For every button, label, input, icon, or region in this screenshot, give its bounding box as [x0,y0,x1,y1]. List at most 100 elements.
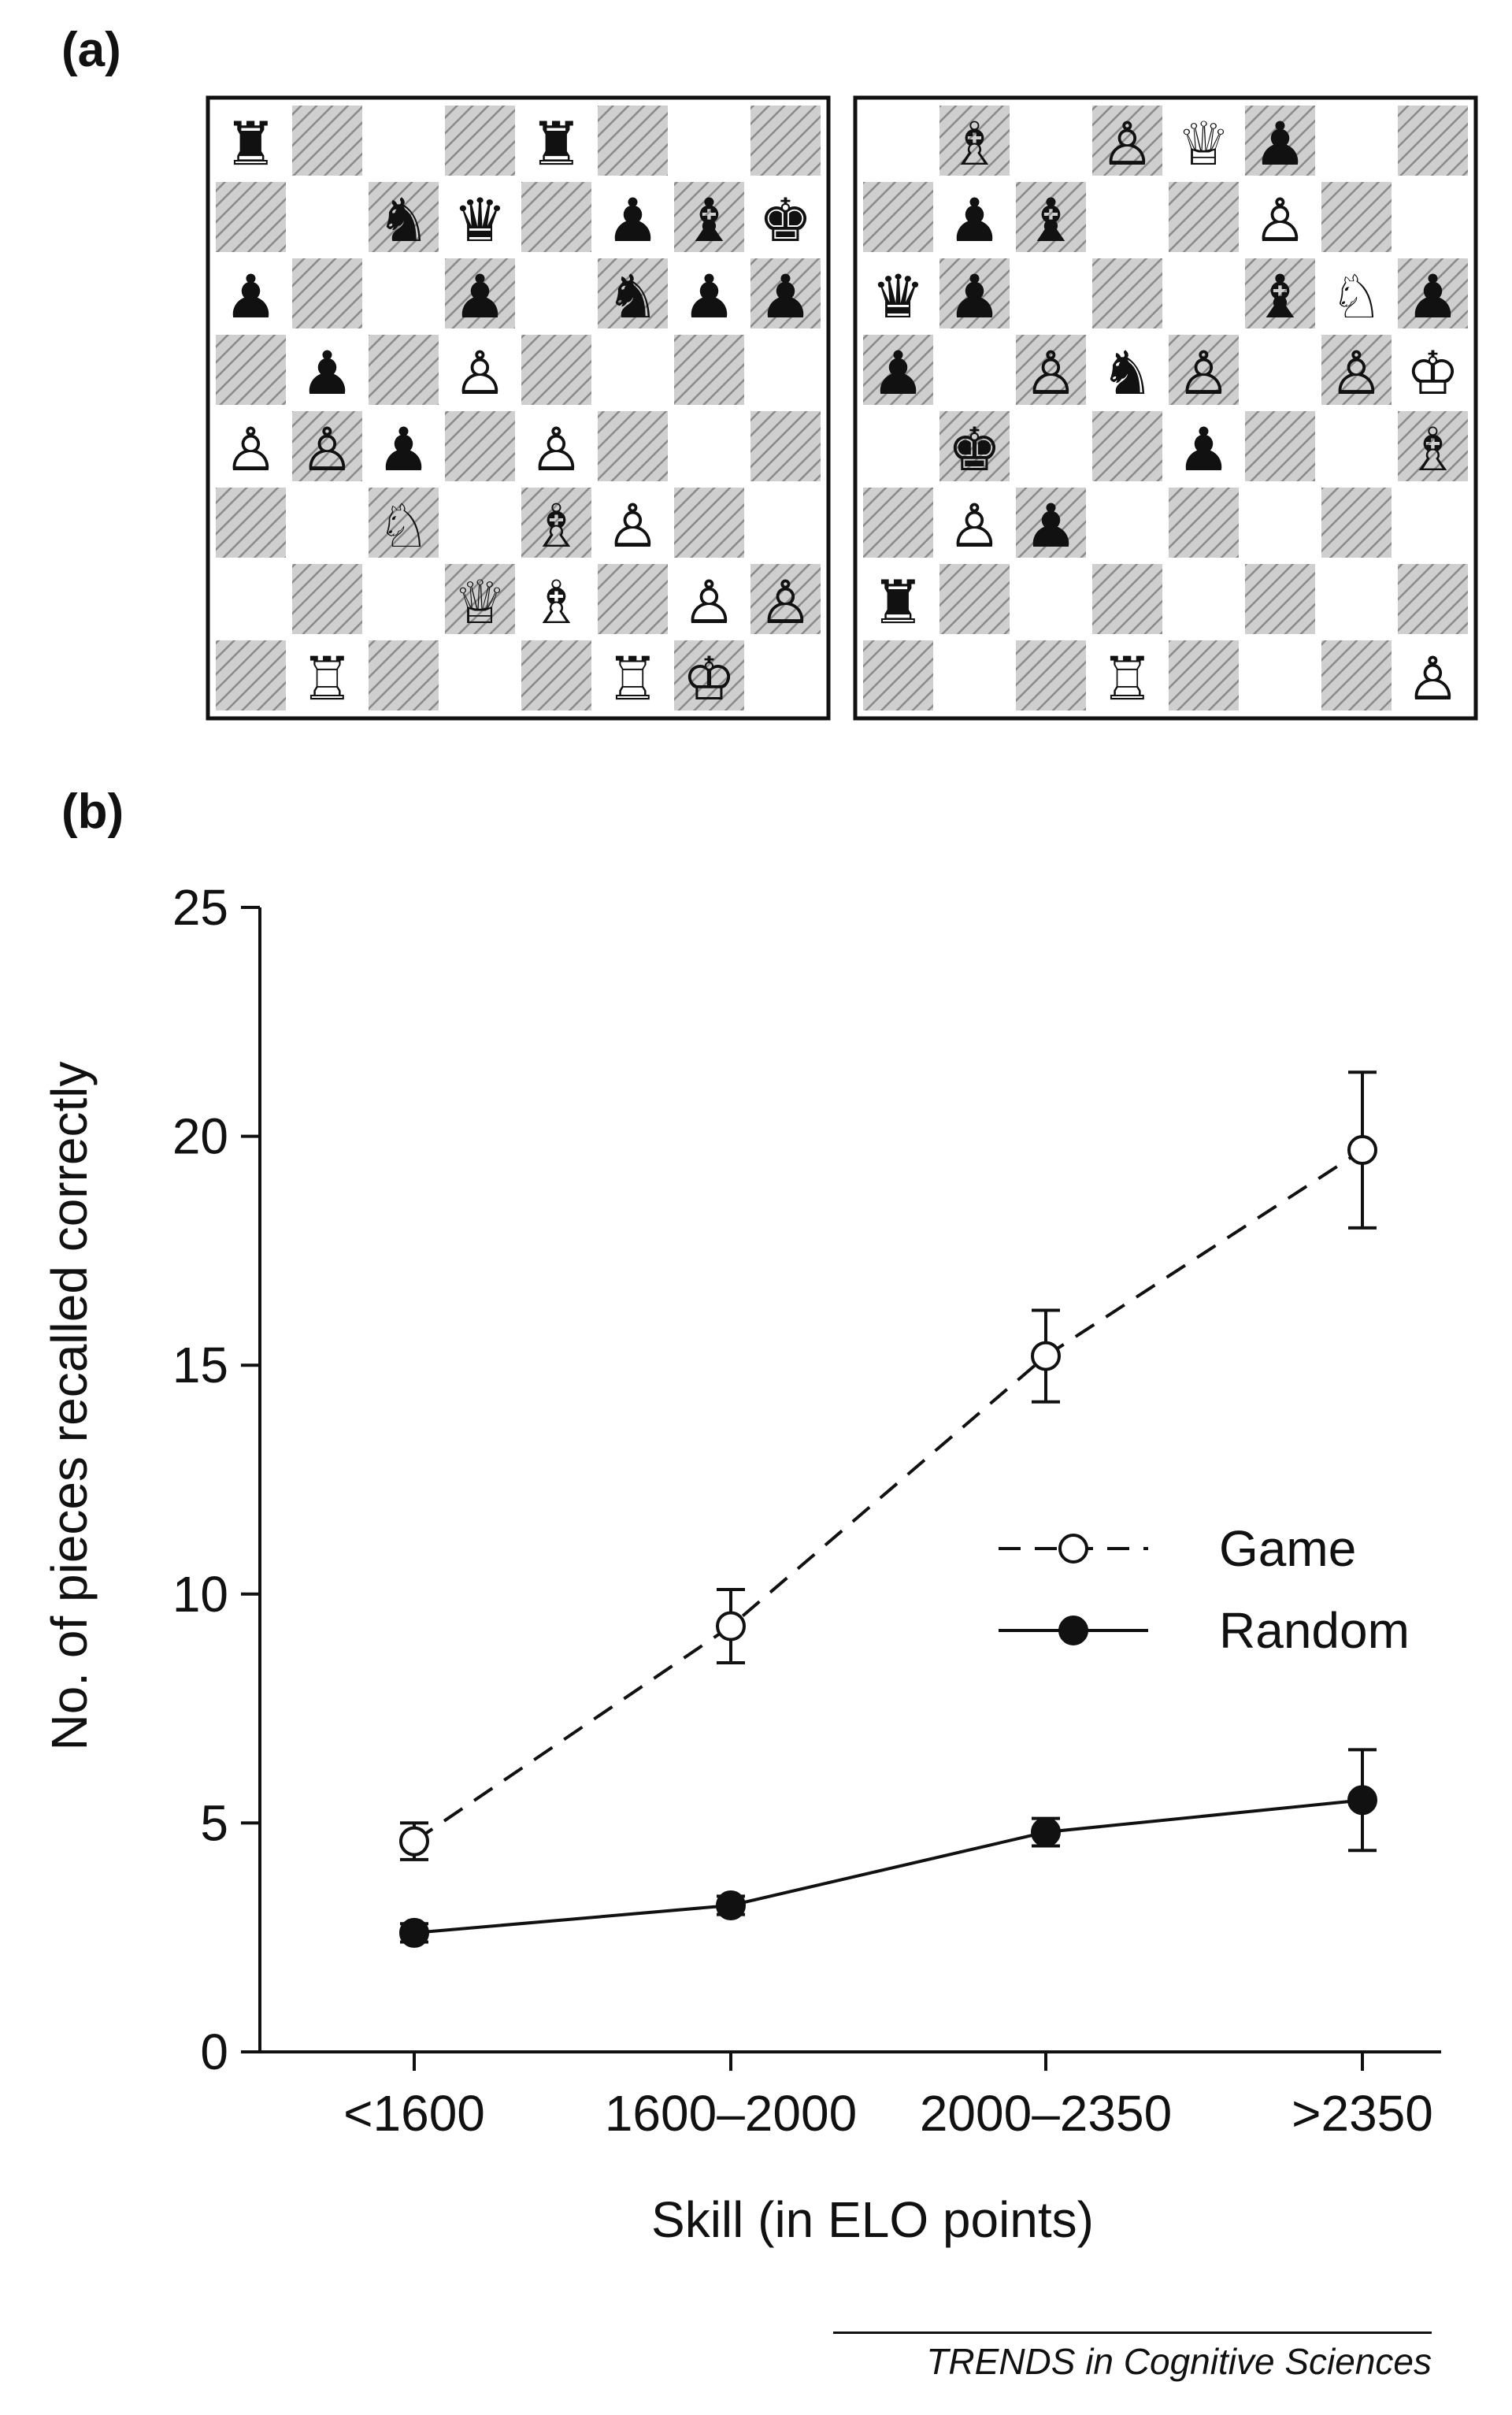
black-king-icon: ♚ [758,185,812,255]
y-axis-title: No. of pieces recalled correctly [41,1061,98,1750]
dark-square [1398,106,1468,176]
data-point [399,1917,429,1948]
series-line-game [413,1148,1364,1843]
dark-square [1092,564,1162,634]
white-rook-icon: ♖ [1100,644,1154,714]
dark-square [445,258,515,328]
journal-footer: TRENDS in Cognitive Sciences [833,2332,1432,2383]
white-bishop-icon: ♗ [1406,414,1459,484]
black-knight-icon: ♞ [1100,338,1154,408]
black-bishop-icon: ♝ [1024,185,1077,255]
white-queen-icon: ♕ [1177,109,1230,179]
dark-square [521,182,591,252]
white-pawn-icon: ♙ [529,414,583,484]
dark-square [1245,564,1315,634]
x-axis-title: Skill (in ELO points) [651,2191,1094,2248]
dark-square [369,640,439,710]
data-point [1347,1785,1377,1816]
dark-square [598,258,668,328]
series-game [399,1070,1377,1861]
white-pawn-icon: ♙ [947,491,1001,561]
white-bishop-icon: ♗ [529,491,583,561]
legend-item-random: Random [999,1602,1410,1659]
data-point [1031,1341,1061,1371]
black-bishop-icon: ♝ [682,185,736,255]
black-bishop-icon: ♝ [1253,262,1306,332]
y-tick-label: 0 [200,2024,228,2080]
dark-square [939,564,1010,634]
white-knight-icon: ♘ [376,491,430,561]
panel-b-label: (b) [61,785,124,839]
random-position-board: ♗ ♙ ♕ ♟♟ ♝ ♙♛ ♟ ♝ ♘ ♟♟ ♙ ♞ ♙ ♙ ♔♚ ♟ ♗♙ ♟♜♖ ♙ [853,95,1478,721]
dark-square [369,335,439,405]
dark-square [521,335,591,405]
white-rook-icon: ♖ [606,644,659,714]
dark-square [750,106,821,176]
white-bishop-icon: ♗ [529,567,583,637]
black-pawn-icon: ♟ [606,185,659,255]
dark-square [292,258,362,328]
dark-square [292,564,362,634]
white-knight-icon: ♘ [1329,262,1383,332]
black-rook-icon: ♜ [529,109,583,179]
dark-square [445,106,515,176]
dark-square [863,640,933,710]
dark-square [521,488,591,558]
dark-square [1169,640,1239,710]
y-tick-label: 20 [172,1108,228,1165]
dark-square [863,335,933,405]
white-pawn-icon: ♙ [1100,109,1154,179]
white-pawn-icon: ♙ [224,414,277,484]
dark-square [216,640,286,710]
white-king-icon: ♔ [682,644,736,714]
data-point [716,1611,746,1642]
x-tick-label: <1600 [343,2085,485,2142]
dark-square [445,411,515,481]
legend-item-game: Game [999,1520,1356,1577]
dark-square [1016,182,1086,252]
dark-square [1321,182,1392,252]
dark-square [1169,488,1239,558]
dark-square [863,488,933,558]
data-point [716,1890,746,1921]
series-random [399,1748,1377,1948]
white-pawn-icon: ♙ [300,414,354,484]
dark-square [1169,182,1239,252]
black-pawn-icon: ♟ [682,262,736,332]
dark-square [1016,640,1086,710]
black-pawn-icon: ♟ [1406,262,1459,332]
legend-marker [1058,1534,1088,1564]
black-pawn-icon: ♟ [1024,491,1077,561]
white-rook-icon: ♖ [300,644,354,714]
y-tick-label: 10 [172,1566,228,1623]
white-bishop-icon: ♗ [947,109,1001,179]
legend-label: Game [1219,1520,1356,1577]
chess-boards: ♜ ♜♞ ♛ ♟ ♝ ♚♟ ♟ ♞ ♟ ♟♟ ♙♙ ♙ ♟ ♙♘ ♗ ♙♕ ♗ ♙ ♙♖ ♖ ♔ ♗ ♙ ♕ ♟♟ ♝ ♙♛ ♟ ♝ ♘… [206,95,1478,721]
black-king-icon: ♚ [947,414,1001,484]
y-tick-label: 25 [172,879,228,936]
dark-square [1169,335,1239,405]
black-knight-icon: ♞ [606,262,659,332]
black-rook-icon: ♜ [224,109,277,179]
white-pawn-icon: ♙ [453,338,506,408]
legend-label: Random [1219,1602,1410,1659]
dark-square [369,488,439,558]
dark-square [939,106,1010,176]
dark-square [1321,640,1392,710]
white-queen-icon: ♕ [453,567,506,637]
dark-square [292,106,362,176]
black-queen-icon: ♛ [453,185,506,255]
x-tick-label: 2000–2350 [920,2085,1172,2142]
dark-square [750,564,821,634]
black-pawn-icon: ♟ [376,414,430,484]
dark-square [1321,488,1392,558]
dark-square [369,182,439,252]
dark-square [674,488,744,558]
white-pawn-icon: ♙ [682,567,736,637]
dark-square [445,564,515,634]
dark-square [598,106,668,176]
white-pawn-icon: ♙ [758,567,812,637]
y-tick-label: 5 [200,1794,228,1851]
panel-a-label: (a) [61,23,121,77]
data-point [1347,1135,1377,1166]
